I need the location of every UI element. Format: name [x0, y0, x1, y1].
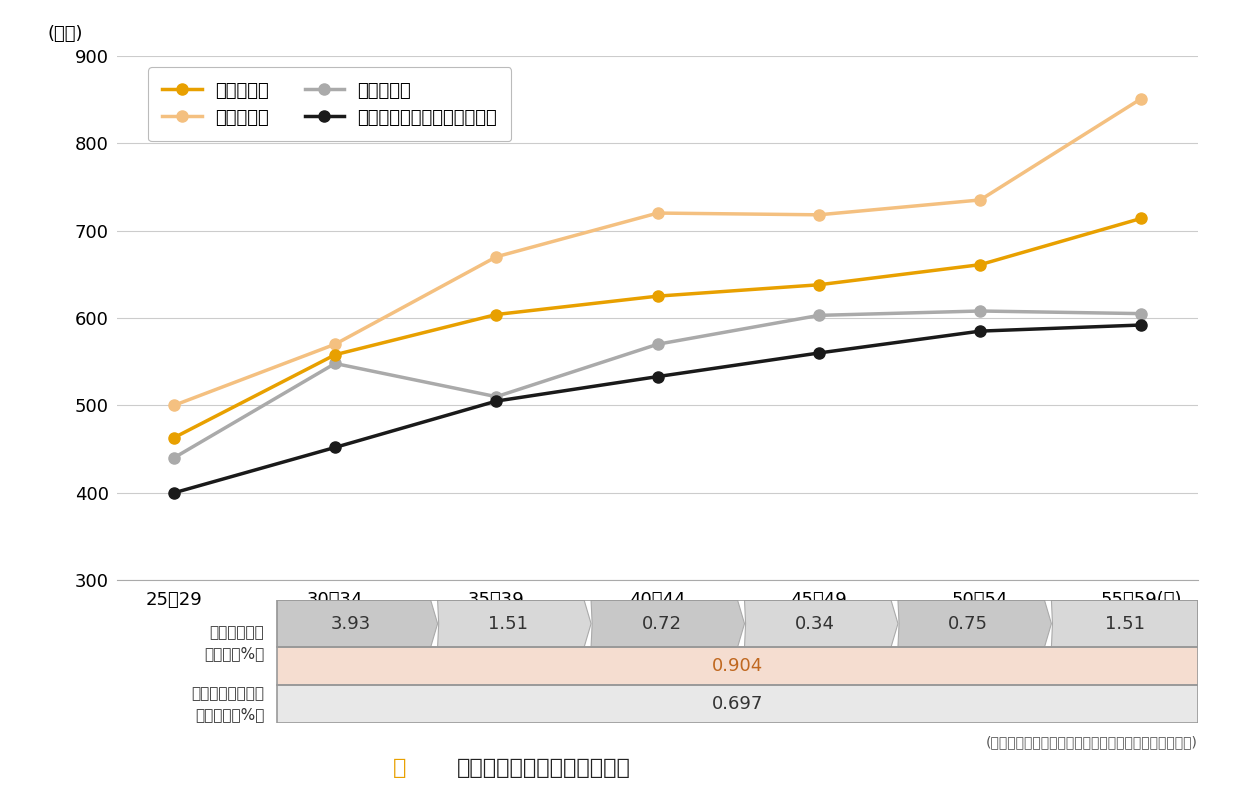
- 薬剤師女性: [489, 392, 504, 401]
- Bar: [277, 647, 1198, 685]
- Text: 1.51: 1.51: [1104, 615, 1145, 633]
- Text: 薬剤師全体の
昇給率（%）: 薬剤師全体の 昇給率（%）: [204, 625, 264, 661]
- 薬剤師男性: [811, 210, 826, 219]
- 薬剤師女性: [167, 453, 182, 463]
- 薬剤師全体: [489, 310, 504, 320]
- 一般サラリーマン（男女計）: [973, 326, 988, 335]
- 一般サラリーマン（男女計）: [327, 443, 342, 452]
- 一般サラリーマン（男女計）: [489, 397, 504, 405]
- Polygon shape: [745, 600, 898, 647]
- Line: 薬剤師全体: 薬剤師全体: [168, 213, 1147, 444]
- Line: 薬剤師女性: 薬剤師女性: [168, 305, 1147, 463]
- 薬剤師女性: [650, 339, 664, 349]
- Text: 0.34: 0.34: [795, 615, 835, 633]
- Text: 0.75: 0.75: [948, 615, 988, 633]
- 一般サラリーマン（男女計）: [1134, 320, 1149, 330]
- 薬剤師女性: [973, 306, 988, 316]
- 一般サラリーマン（男女計）: [167, 488, 182, 498]
- 薬剤師男性: [327, 339, 342, 349]
- 一般サラリーマン（男女計）: [811, 348, 826, 358]
- 薬剤師男性: [489, 252, 504, 262]
- Text: 1.51: 1.51: [488, 615, 527, 633]
- Polygon shape: [277, 600, 437, 647]
- Polygon shape: [898, 600, 1051, 647]
- Polygon shape: [592, 600, 745, 647]
- 薬剤師全体: [650, 291, 664, 301]
- Text: 3.93: 3.93: [331, 615, 370, 633]
- 薬剤師全体: [1134, 214, 1149, 223]
- Bar: [277, 685, 1198, 723]
- Polygon shape: [1051, 600, 1198, 647]
- Bar: [277, 685, 1198, 723]
- Bar: [277, 600, 1198, 647]
- Polygon shape: [437, 600, 592, 647]
- Text: 図: 図: [393, 758, 406, 778]
- 薬剤師女性: [811, 311, 826, 320]
- Text: 図　薬剤師の年齢別平均年収: 図 薬剤師の年齢別平均年収: [457, 758, 630, 778]
- Legend: 薬剤師全体, 薬剤師男性, 薬剤師女性, 一般サラリーマン（男女計）: 薬剤師全体, 薬剤師男性, 薬剤師女性, 一般サラリーマン（男女計）: [148, 68, 511, 142]
- Line: 一般サラリーマン（男女計）: 一般サラリーマン（男女計）: [168, 320, 1147, 498]
- Text: (厅生労働省：令和４年賃金構造基本統計調査より作成): (厅生労働省：令和４年賃金構造基本統計調査より作成): [986, 735, 1198, 750]
- 薬剤師男性: [1134, 94, 1149, 103]
- Line: 薬剤師男性: 薬剤師男性: [168, 93, 1147, 411]
- 一般サラリーマン（男女計）: [650, 372, 664, 382]
- Bar: [277, 647, 1198, 685]
- 薬剤師全体: [167, 433, 182, 443]
- 薬剤師全体: [327, 350, 342, 359]
- Text: 0.72: 0.72: [641, 615, 682, 633]
- 薬剤師男性: [167, 401, 182, 410]
- 薬剤師全体: [973, 260, 988, 270]
- Text: 一般サラリーマン
の昇給率（%）: 一般サラリーマン の昇給率（%）: [191, 686, 264, 723]
- Text: 0.904: 0.904: [713, 657, 763, 675]
- 薬剤師女性: [1134, 308, 1149, 318]
- 薬剤師男性: [973, 195, 988, 204]
- 薬剤師全体: [811, 280, 826, 289]
- 薬剤師女性: [327, 359, 342, 368]
- Text: 0.697: 0.697: [711, 696, 763, 713]
- 薬剤師男性: [650, 208, 664, 218]
- Text: (万円): (万円): [47, 25, 83, 43]
